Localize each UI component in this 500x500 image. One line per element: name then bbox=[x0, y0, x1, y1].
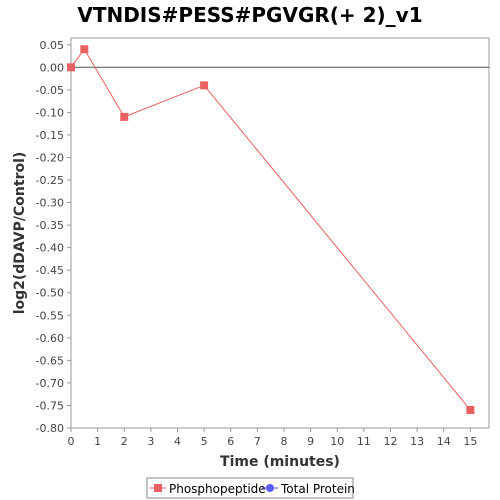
x-tick-label: 6 bbox=[227, 435, 234, 448]
legend-phosphopeptide-label: Phosphopeptide bbox=[169, 482, 266, 496]
x-axis-label: Time (minutes) bbox=[220, 454, 340, 470]
y-axis-label: log2(dDAVP/Control) bbox=[12, 152, 28, 315]
y-tick-label: -0.10 bbox=[36, 106, 64, 119]
data-point bbox=[67, 63, 75, 72]
y-tick-label: -0.45 bbox=[36, 264, 64, 277]
x-tick-label: 8 bbox=[280, 435, 287, 448]
y-tick-label: -0.25 bbox=[36, 174, 64, 187]
x-axis: 0 1 2 3 4 5 6 7 8 9 10 11 12 13 14 15 bbox=[68, 428, 477, 448]
x-tick-label: 15 bbox=[463, 435, 477, 448]
legend-box bbox=[146, 477, 354, 499]
data-point bbox=[466, 405, 475, 414]
x-tick-label: 9 bbox=[307, 435, 314, 448]
y-tick-label: -0.20 bbox=[36, 151, 64, 164]
y-tick-label: -0.65 bbox=[36, 354, 64, 367]
y-tick-label: -0.30 bbox=[36, 197, 64, 210]
x-tick-label: 7 bbox=[254, 435, 261, 448]
legend-total-protein-label: Total Protein bbox=[280, 482, 355, 496]
y-tick-label: -0.80 bbox=[36, 422, 64, 435]
y-tick-label: -0.35 bbox=[36, 219, 64, 232]
y-tick-label: -0.55 bbox=[36, 309, 64, 322]
x-tick-label: 14 bbox=[437, 435, 451, 448]
plot-area bbox=[70, 37, 490, 429]
y-tick-label: -0.75 bbox=[36, 399, 64, 412]
legend-phosphopeptide-marker bbox=[154, 484, 162, 492]
y-axis: 0.05 0.00 -0.05 -0.10 -0.15 -0.20 -0.25 -0.30 -0… bbox=[36, 39, 71, 435]
y-tick-label: 0.00 bbox=[40, 61, 65, 74]
y-tick-label: 0.05 bbox=[40, 39, 65, 52]
x-tick-label: 4 bbox=[174, 435, 181, 448]
y-tick-label: -0.60 bbox=[36, 332, 64, 345]
series-layer bbox=[67, 45, 475, 414]
data-point bbox=[200, 81, 209, 90]
data-point bbox=[120, 112, 129, 121]
chart-title: VTNDIS#PESS#PGVGR(+ 2)_v1 bbox=[77, 3, 422, 27]
x-tick-label: 10 bbox=[330, 435, 344, 448]
x-tick-label: 2 bbox=[121, 435, 128, 448]
legend: Phosphopeptide Total Protein bbox=[146, 477, 355, 499]
y-tick-label: -0.15 bbox=[36, 129, 64, 142]
x-tick-label: 3 bbox=[147, 435, 154, 448]
y-tick-label: -0.05 bbox=[36, 84, 64, 97]
x-tick-label: 12 bbox=[383, 435, 397, 448]
y-tick-label: -0.40 bbox=[36, 242, 64, 255]
x-tick-label: 5 bbox=[201, 435, 208, 448]
y-tick-label: -0.50 bbox=[36, 287, 64, 300]
x-tick-label: 1 bbox=[94, 435, 101, 448]
x-tick-label: 11 bbox=[357, 435, 371, 448]
y-tick-label: -0.70 bbox=[36, 377, 64, 390]
legend-total-protein-marker bbox=[266, 484, 274, 492]
data-point bbox=[80, 45, 89, 54]
x-tick-label: 0 bbox=[68, 435, 75, 448]
x-tick-label: 13 bbox=[410, 435, 424, 448]
